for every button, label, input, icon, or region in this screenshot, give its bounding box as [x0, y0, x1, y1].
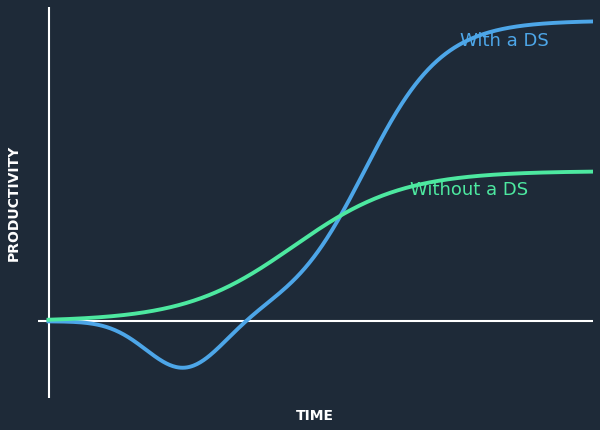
- X-axis label: TIME: TIME: [296, 409, 334, 423]
- Text: With a DS: With a DS: [460, 32, 548, 50]
- Y-axis label: PRODUCTIVITY: PRODUCTIVITY: [7, 144, 21, 261]
- Text: Without a DS: Without a DS: [410, 181, 528, 199]
